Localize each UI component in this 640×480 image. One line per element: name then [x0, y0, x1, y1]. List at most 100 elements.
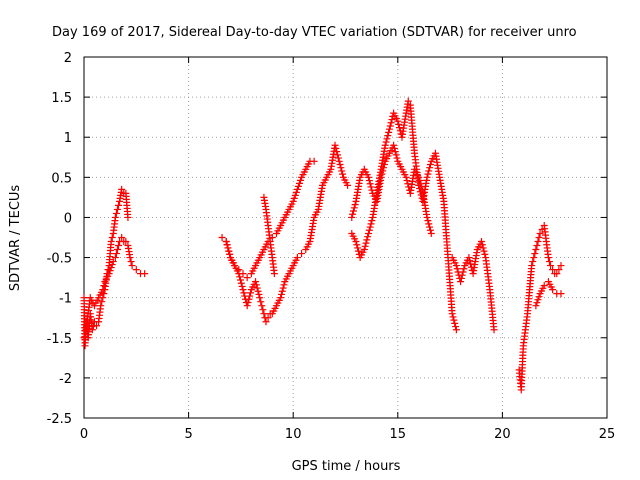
data-point — [365, 173, 373, 181]
data-point — [236, 276, 244, 284]
data-point — [253, 284, 261, 292]
data-point — [226, 250, 234, 258]
data-point — [238, 282, 246, 290]
data-point — [536, 229, 544, 237]
data-point — [404, 97, 412, 105]
data-point — [231, 262, 239, 270]
data-point — [246, 292, 254, 300]
data-point — [113, 205, 121, 213]
series-seg-h — [448, 238, 498, 334]
data-point — [235, 266, 243, 274]
data-point — [533, 242, 541, 250]
data-point — [378, 170, 386, 178]
data-point — [402, 173, 410, 181]
data-point — [457, 278, 465, 286]
data-point — [364, 233, 372, 241]
data-point — [557, 262, 565, 270]
data-point — [292, 188, 300, 196]
data-point — [353, 241, 361, 249]
data-point — [426, 160, 434, 168]
data-point — [141, 270, 149, 278]
data-point — [115, 201, 123, 209]
axis-ticks: 0 5 10 15 20 25 -2.5 -2 -1.5 -1 -0.5 0 0.5 1 1.5 2 — [47, 51, 616, 442]
y-tick-label: 0 — [64, 211, 72, 226]
data-point — [112, 209, 120, 217]
data-point — [297, 176, 305, 184]
data-point — [240, 289, 248, 297]
data-point — [535, 293, 543, 301]
data-point — [480, 247, 488, 255]
data-point — [349, 210, 357, 218]
data-point — [547, 262, 555, 270]
data-point — [132, 266, 140, 274]
y-tick-label: 1.5 — [51, 91, 72, 106]
data-points — [80, 97, 565, 394]
data-point — [477, 238, 485, 246]
grid-lines — [84, 57, 607, 418]
data-point — [243, 302, 251, 310]
x-tick-label: 20 — [494, 427, 511, 442]
data-point — [530, 254, 538, 262]
data-point — [403, 177, 411, 185]
data-point — [264, 314, 272, 322]
data-point — [424, 170, 432, 178]
data-point — [458, 271, 466, 279]
data-point — [352, 238, 360, 246]
data-point — [451, 319, 459, 327]
data-point — [361, 242, 369, 250]
data-point — [98, 298, 106, 306]
x-axis-label: GPS time / hours — [292, 459, 401, 474]
data-point — [122, 238, 130, 246]
data-point — [393, 154, 401, 162]
data-point — [239, 270, 247, 278]
data-point — [331, 141, 339, 149]
x-tick-label: 0 — [80, 427, 88, 442]
data-point — [426, 226, 434, 234]
data-point — [97, 302, 105, 310]
data-point — [479, 244, 487, 252]
data-point — [127, 258, 135, 266]
data-point — [549, 266, 557, 274]
y-tick-label: 0.5 — [51, 171, 72, 186]
data-point — [384, 132, 392, 140]
data-point — [425, 220, 433, 228]
data-point — [553, 270, 561, 278]
data-point — [395, 124, 403, 132]
data-point — [223, 241, 231, 249]
series-seg-a — [80, 185, 132, 350]
data-point — [425, 167, 433, 175]
data-point — [337, 164, 345, 172]
series-seg-i — [515, 221, 565, 394]
data-point — [449, 313, 457, 321]
y-axis-label: SDTVAR / TECUs — [8, 185, 23, 292]
y-tick-label: 1 — [64, 131, 72, 146]
data-point — [279, 284, 287, 292]
data-point — [448, 310, 456, 318]
data-point — [544, 254, 552, 262]
data-point — [450, 316, 458, 324]
series-seg-e — [260, 193, 278, 278]
data-point — [452, 323, 460, 331]
data-point — [128, 262, 136, 270]
y-tick-label: -0.5 — [47, 252, 72, 267]
data-point — [111, 213, 119, 221]
x-tick-label: 10 — [285, 427, 302, 442]
data-point — [467, 260, 475, 268]
data-point — [113, 246, 121, 254]
data-point — [365, 229, 373, 237]
data-point — [243, 274, 251, 282]
data-point — [466, 257, 474, 265]
data-point — [225, 247, 233, 255]
data-point — [528, 262, 536, 270]
data-point — [338, 167, 346, 175]
data-point — [350, 204, 358, 212]
chart-title: Day 169 of 2017, Sidereal Day-to-day VTE… — [52, 25, 577, 40]
data-point — [336, 160, 344, 168]
data-point — [111, 254, 119, 262]
data-point — [334, 151, 342, 159]
series-seg-j — [532, 278, 565, 310]
y-tick-label: -2.5 — [47, 412, 72, 427]
x-tick-label: 15 — [390, 427, 407, 442]
data-point — [259, 306, 267, 314]
data-point — [424, 217, 432, 225]
